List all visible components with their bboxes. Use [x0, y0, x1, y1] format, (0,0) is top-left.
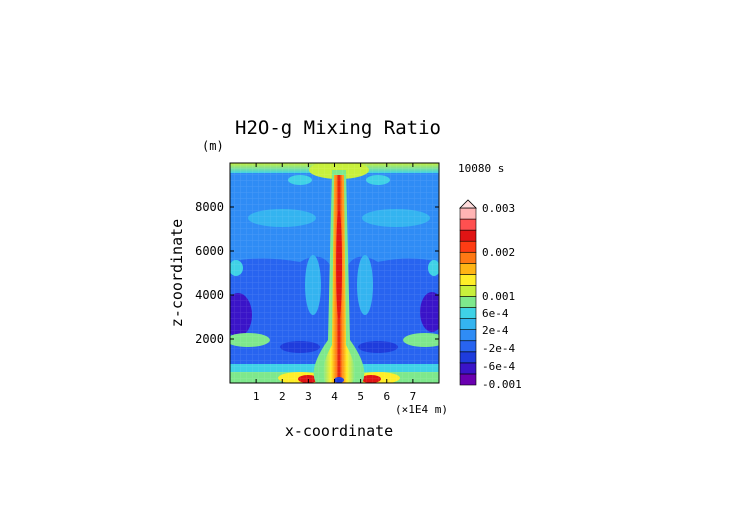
colorbar-swatch — [459, 373, 477, 386]
colorbar-swatch — [459, 340, 477, 353]
x-tick-label: 1 — [253, 390, 260, 403]
colorbar-swatch — [459, 285, 477, 297]
colorbar-swatch — [459, 263, 477, 275]
colorbar-swatch — [459, 296, 477, 308]
colorbar-swatch — [459, 240, 477, 253]
colorbar-label: 2e-4 — [482, 324, 509, 337]
x-tick-label: 7 — [410, 390, 417, 403]
x-tick-label: 6 — [383, 390, 390, 403]
colorbar-swatch — [459, 207, 477, 220]
colorbar-swatch — [459, 251, 477, 264]
colorbar-label: -0.001 — [482, 378, 522, 391]
x-tick-label: 5 — [357, 390, 364, 403]
y-unit-label: (m) — [202, 139, 224, 153]
colorbar-label: -2e-4 — [482, 342, 515, 355]
colorbar-swatch — [459, 318, 477, 330]
y-tick-label: 8000 — [195, 200, 224, 214]
colorbar-swatch — [459, 362, 477, 375]
chart-title: H2O-g Mixing Ratio — [235, 117, 441, 139]
colorbar-swatch — [459, 274, 477, 286]
colorbar-swatch — [459, 229, 477, 242]
colorbar-label: 0.001 — [482, 290, 515, 303]
colorbar: 0.003 0.002 0.001 6e-4 2e-4 -2e-4 -6e-4 -0.001 — [459, 199, 522, 391]
y-tick-label: 6000 — [195, 244, 224, 258]
heatmap-field — [230, 163, 439, 383]
colorbar-swatch — [459, 307, 477, 319]
field-texture — [230, 163, 439, 383]
colorbar-label: 0.002 — [482, 246, 515, 259]
x-axis-ticks: 1 2 3 4 5 6 7 — [253, 163, 416, 403]
colorbar-swatch — [459, 351, 477, 364]
y-tick-label: 4000 — [195, 288, 224, 302]
colorbar-label: 0.003 — [482, 202, 515, 215]
x-unit-label: (×1E4 m) — [395, 403, 448, 416]
colorbar-label: -6e-4 — [482, 360, 515, 373]
y-axis-label: z-coordinate — [168, 219, 186, 327]
colorbar-swatch — [459, 329, 477, 342]
x-tick-label: 3 — [305, 390, 312, 403]
x-tick-label: 4 — [331, 390, 338, 403]
x-tick-label: 2 — [279, 390, 286, 403]
time-label: 10080 s — [458, 162, 504, 175]
y-axis-ticks: 2000 4000 6000 8000 — [195, 200, 439, 346]
x-axis-label: x-coordinate — [285, 422, 393, 440]
y-tick-label: 2000 — [195, 332, 224, 346]
colorbar-extend-arrow — [459, 199, 477, 209]
colorbar-label: 6e-4 — [482, 307, 509, 320]
colorbar-swatch — [459, 218, 477, 231]
